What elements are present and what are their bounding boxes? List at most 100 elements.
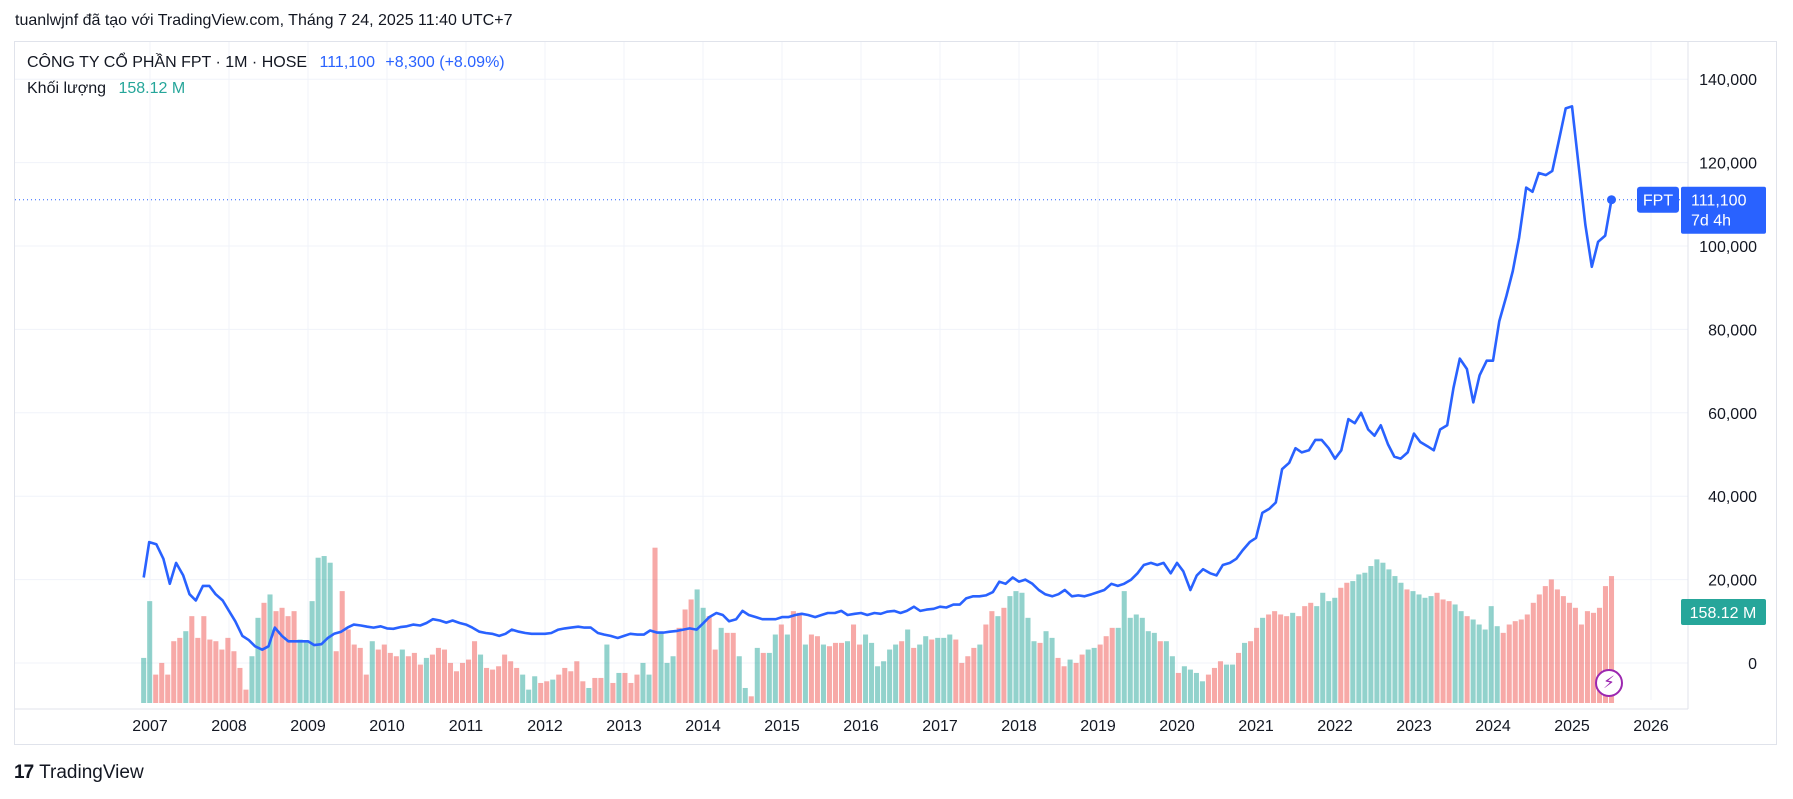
volume-bar <box>1085 649 1091 703</box>
volume-bar <box>339 591 345 703</box>
volume-bar <box>147 601 153 703</box>
volume-bar <box>610 682 616 703</box>
price-line <box>142 105 1613 651</box>
volume-bar <box>219 649 225 703</box>
volume-bar <box>1398 582 1404 703</box>
volume-bar <box>441 649 447 703</box>
volume-bar <box>1055 657 1061 703</box>
bolt-icon[interactable]: ⚡ <box>1595 669 1623 697</box>
volume-bar <box>165 674 171 703</box>
volume-bar <box>712 649 718 703</box>
volume-label: Khối lượng <box>27 80 107 97</box>
volume-bar <box>1392 576 1398 703</box>
symbol-tag-text: FPT <box>1643 193 1673 210</box>
volume-bar <box>502 654 508 703</box>
volume-bar <box>652 547 658 703</box>
volume-bar <box>1223 664 1230 703</box>
x-tick-label: 2019 <box>1080 718 1116 735</box>
legend-change: +8,300 (+8.09%) <box>385 54 505 71</box>
volume-bar <box>887 649 893 703</box>
volume-bar <box>1217 661 1224 703</box>
volume-bar <box>183 631 189 703</box>
volume-bar <box>369 641 375 703</box>
volume-bar <box>1494 626 1500 703</box>
volume-bar <box>622 672 628 703</box>
volume-bar <box>911 647 917 703</box>
volume-bar <box>688 599 694 703</box>
volume-bar <box>345 629 351 703</box>
volume-bar <box>1326 601 1332 703</box>
attribution-text: tuanlwjnf đã tạo với TradingView.com, Th… <box>15 12 513 29</box>
volume-bar <box>772 634 778 703</box>
volume-bar <box>520 674 526 703</box>
volume-bar <box>201 616 207 703</box>
volume-bar <box>905 629 911 703</box>
footer-brand[interactable]: 17 TradingView <box>14 762 144 784</box>
volume-bar <box>923 636 929 703</box>
volume-bar <box>574 661 580 703</box>
volume-bar <box>959 662 965 703</box>
volume-bar <box>670 656 676 703</box>
x-tick-label: 2023 <box>1396 718 1432 735</box>
volume-bar <box>405 656 411 703</box>
volume-bar <box>1025 617 1031 703</box>
volume-bar <box>1500 632 1506 703</box>
volume-bar <box>285 616 291 703</box>
volume-bar <box>393 656 399 703</box>
volume-bar <box>1338 587 1344 703</box>
x-tick-label: 2024 <box>1475 718 1511 735</box>
volume-bar <box>1350 581 1356 703</box>
volume-bar <box>231 651 237 703</box>
y-tick-label: 60,000 <box>1708 406 1757 423</box>
volume-bar <box>1308 602 1314 703</box>
volume-bar <box>604 644 610 703</box>
volume-bar <box>1554 589 1560 703</box>
volume-bar <box>1019 592 1025 703</box>
volume-bar <box>321 556 327 703</box>
price-tag-bg <box>1681 186 1766 234</box>
volume-bar <box>832 642 839 703</box>
volume-bar <box>213 641 219 703</box>
volume-bar <box>1380 562 1386 703</box>
volume-bar <box>484 667 490 703</box>
volume-bar <box>995 616 1001 703</box>
y-tick-label: 100,000 <box>1699 239 1757 256</box>
tradingview-logo-icon: 17 <box>14 762 34 783</box>
volume-bar <box>297 639 303 703</box>
volume-bar <box>808 634 814 703</box>
volume-value: 158.12 M <box>118 80 186 97</box>
volume-bar <box>1061 666 1067 703</box>
volume-bar <box>225 637 231 703</box>
volume-bar <box>1037 642 1043 703</box>
volume-bar <box>598 677 604 703</box>
symbol-tag-bg <box>1637 186 1679 213</box>
volume-bar <box>1193 672 1199 703</box>
symbol-title: CÔNG TY CỔ PHẦN FPT · 1M · HOSE <box>27 54 308 71</box>
volume-bar <box>267 594 273 703</box>
volume-bar <box>814 636 820 703</box>
volume-bar <box>1314 606 1320 703</box>
countdown-text: 7d 4h <box>1691 213 1731 230</box>
volume-bar <box>1043 631 1049 703</box>
volume-bar <box>1109 627 1115 703</box>
volume-bar <box>1320 592 1326 703</box>
volume-bar <box>1127 617 1133 703</box>
x-tick-label: 2013 <box>606 718 642 735</box>
volume-bar <box>1236 652 1242 703</box>
volume-bar <box>802 644 808 703</box>
symbol-legend: CÔNG TY CỔ PHẦN FPT · 1M · HOSE 111,100 … <box>27 54 505 72</box>
volume-bar <box>1163 641 1169 703</box>
x-tick-label: 2009 <box>290 718 326 735</box>
volume-bar <box>983 624 989 703</box>
volume-bar <box>875 666 881 703</box>
volume-bar <box>544 681 550 703</box>
volume-bar <box>682 609 688 703</box>
y-tick-label: 120,000 <box>1699 156 1757 173</box>
volume-bar <box>1254 627 1260 703</box>
volume-bar <box>1368 566 1374 703</box>
volume-bar <box>881 661 887 703</box>
volume-bar <box>760 652 766 703</box>
volume-bar <box>664 662 670 703</box>
volume-bar <box>141 657 147 703</box>
